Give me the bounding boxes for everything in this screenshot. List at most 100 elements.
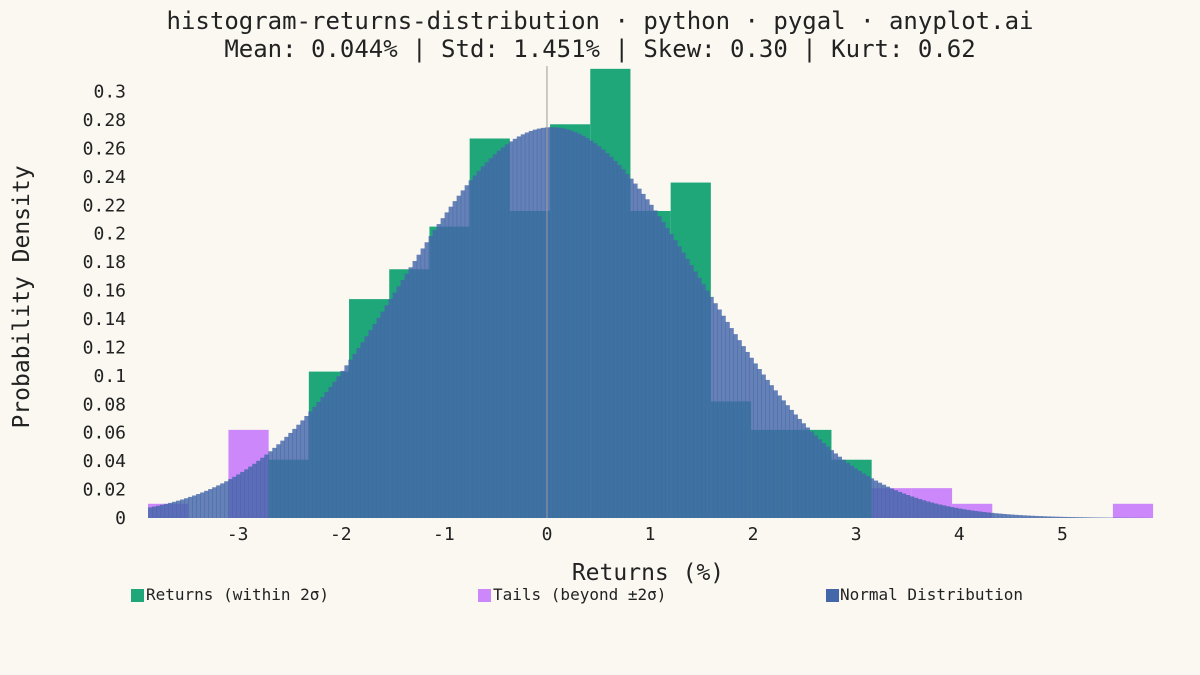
normal-curve-segment-139 [705,290,710,518]
normal-curve-segment-146 [733,334,738,518]
normal-curve-segment-64 [404,273,410,518]
normal-curve-segment-208 [981,511,987,518]
normal-curve-segment-192 [917,499,923,518]
normal-curve-segment-67 [416,254,422,518]
normal-curve-segment-175 [849,465,855,518]
normal-curve-segment-180 [869,478,875,518]
normal-curve-segment-55 [368,330,374,518]
normal-curve-segment-186 [893,490,899,518]
x-tick-label: 2 [748,524,759,545]
normal-curve-segment-113 [600,149,606,518]
normal-curve-segment-85 [488,158,494,518]
normal-curve-segment-236 [1093,517,1099,518]
normal-curve-segment-178 [861,473,867,518]
normal-curve-segment-19 [224,481,229,518]
normal-curve-segment-39 [304,416,309,518]
normal-curve-segment-63 [400,280,406,518]
normal-curve-segment-1 [152,506,157,518]
x-tick-label: -3 [227,524,249,545]
normal-curve-segment-206 [973,510,979,518]
normal-curve-segment-229 [1065,516,1071,518]
legend-label-tails: Tails (beyond ±2σ) [493,585,666,604]
y-tick-label: 0.22 [83,195,126,216]
normal-curve-segment-138 [701,284,706,518]
normal-curve-segment-224 [1045,516,1051,518]
normal-curve-segment-154 [765,379,770,518]
normal-curve-segment-120 [628,178,634,518]
normal-curve-segment-49 [344,365,350,518]
normal-curve-segment-141 [713,303,718,518]
normal-curve-segment-77 [456,195,462,518]
normal-curve-segment-173 [841,459,846,518]
normal-curve-segment-185 [889,488,895,518]
normal-curve-segment-203 [961,509,967,518]
normal-curve-segment-193 [921,500,927,518]
normal-curve-segment-65 [408,267,414,518]
normal-curve-segment-14 [204,490,209,518]
legend-swatch-within [131,589,144,602]
normal-curve-segment-66 [412,261,418,518]
normal-curve-segment-46 [332,381,337,518]
normal-curve-segment-142 [717,309,722,518]
normal-curve-segment-170 [829,450,834,518]
normal-curve-segment-108 [580,135,586,518]
normal-curve-segment-144 [725,321,730,518]
normal-curve-segment-172 [837,456,842,518]
normal-curve-segment-151 [753,363,758,518]
normal-curve-segment-134 [685,258,690,518]
normal-curve-segment-51 [352,353,358,518]
normal-curve-segment-109 [584,137,590,519]
normal-curve-segment-187 [897,491,903,518]
x-tick-label: -1 [433,524,455,545]
normal-curve-segment-80 [468,180,474,519]
normal-curve-segment-205 [969,510,975,518]
normal-curve-segment-23 [240,471,245,518]
y-tick-label: 0.14 [83,309,126,330]
normal-curve-segment-27 [256,460,261,518]
normal-curve-segment-30 [268,451,273,518]
normal-curve-segment-215 [1009,514,1015,518]
normal-curve-segment-228 [1061,516,1067,518]
normal-curve-segment-61 [392,292,398,518]
normal-curve-segment-88 [500,147,506,518]
normal-curve-segment-18 [220,483,225,518]
normal-curve-segment-136 [693,271,698,518]
normal-curve-segment-70 [428,236,434,518]
normal-curve-segment-200 [949,507,955,518]
normal-curve-segment-26 [252,463,257,518]
normal-curve-segment-0 [148,507,153,518]
normal-curve-segment-11 [192,495,197,518]
normal-curve-segment-91 [512,138,518,518]
normal-curve-segment-128 [661,222,666,518]
normal-curve-segment-69 [424,242,430,518]
normal-curve-segment-213 [1001,513,1007,518]
normal-curve-segment-10 [188,496,193,518]
normal-curve-segment-2 [156,505,161,518]
normal-curve-segment-34 [284,436,289,518]
normal-curve-segment-127 [657,216,662,518]
normal-curve-segment-198 [941,505,947,518]
y-tick-label: 0.18 [83,252,126,273]
normal-curve-segment-83 [480,166,486,518]
normal-curve-segment-52 [356,348,362,518]
normal-curve-segment-79 [464,185,470,518]
normal-curve-segment-24 [244,469,249,518]
normal-curve-segment-21 [232,476,237,518]
normal-curve-segment-165 [809,431,814,518]
normal-curve-segment-159 [785,405,790,518]
normal-curve-segment-50 [348,359,354,518]
normal-curve-segment-227 [1057,516,1063,518]
y-tick-label: 0.08 [83,394,126,415]
normal-curve-segment-56 [372,324,378,518]
normal-curve-segment-124 [645,199,650,518]
normal-curve [148,127,1151,519]
normal-curve-segment-171 [833,453,838,518]
normal-curve-segment-15 [208,489,213,518]
normal-curve-segment-179 [865,476,871,518]
normal-curve-segment-106 [572,131,578,518]
normal-curve-segment-231 [1073,517,1079,518]
normal-curve-segment-101 [552,127,558,519]
normal-curve-segment-90 [508,141,514,518]
x-tick-label: 5 [1057,524,1068,545]
